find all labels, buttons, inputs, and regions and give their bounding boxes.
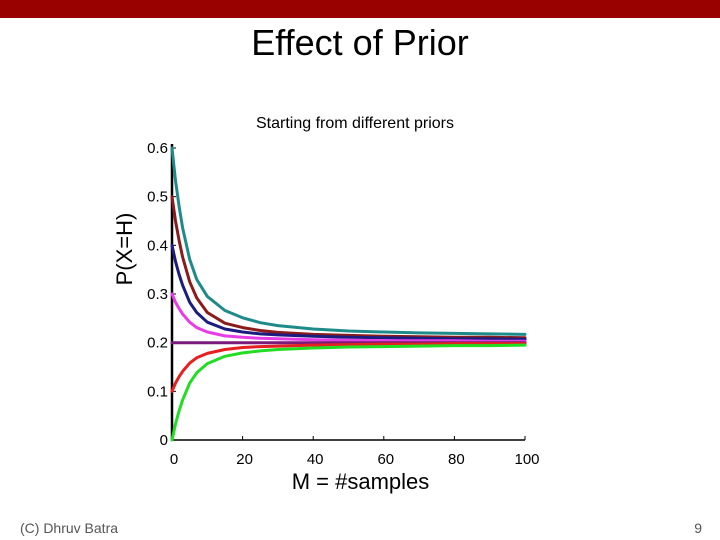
series-line [170,146,527,336]
x-tick-label: 40 [307,451,324,468]
y-tick-label: 0 [160,432,168,449]
x-tick-label: 100 [514,451,539,468]
series-line [170,292,527,343]
series-line [170,195,527,340]
y-axis-label: P(X=H) [112,213,137,286]
footer-author: (C) Dhruv Batra [20,520,119,536]
slide-title: Effect of Prior [251,22,469,63]
y-tick-label: 0.5 [147,189,168,206]
x-tick-label: 80 [448,451,465,468]
x-tick-label: 0 [170,451,178,468]
y-tick-label: 0.4 [147,237,168,254]
chart-title: Starting from different priors [255,115,454,132]
series-line [170,243,527,341]
series-line [170,342,527,393]
x-tick-label: 60 [377,451,394,468]
y-tick-label: 0.6 [147,140,168,157]
x-axis-label: M = #samples [292,469,430,494]
page-number: 9 [694,520,702,536]
y-tick-label: 0.1 [147,383,168,400]
top-accent-bar [0,0,720,18]
x-tick-label: 20 [236,451,253,468]
series-line [170,343,527,442]
y-tick-label: 0.3 [147,286,168,303]
y-tick-label: 0.2 [147,335,168,352]
